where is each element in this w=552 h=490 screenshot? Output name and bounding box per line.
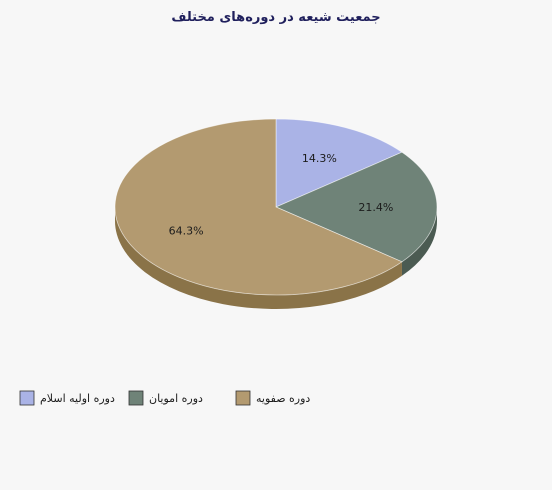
pie-slice-3: [114, 118, 403, 296]
pie-slice-1: [275, 118, 403, 208]
slice-label-2: 21.4%: [358, 201, 393, 214]
legend-swatch-3: [235, 390, 251, 406]
legend-label-1: دوره اولیه اسلام: [40, 392, 115, 405]
slice-label-3: 64.3%: [169, 225, 204, 238]
slice-label-1: 14.3%: [302, 152, 337, 165]
legend-label-2: دوره امویان: [149, 392, 203, 405]
legend-swatch-1: [19, 390, 35, 406]
chart-title: جمعیت شیعه در دوره‌های مختلف: [171, 10, 380, 25]
pie-slices: [114, 118, 438, 296]
pie-side-3: [114, 207, 402, 310]
legend: دوره اولیه اسلام دوره امویان دوره صفویه: [19, 390, 310, 406]
pie-sides: [114, 207, 438, 310]
legend-label-3: دوره صفویه: [256, 392, 310, 405]
legend-swatch-2: [128, 390, 144, 406]
pie-labels: 14.3% 21.4% 64.3%: [169, 152, 394, 238]
pie-slice-2: [274, 151, 438, 263]
pie-side-2: [401, 207, 438, 276]
